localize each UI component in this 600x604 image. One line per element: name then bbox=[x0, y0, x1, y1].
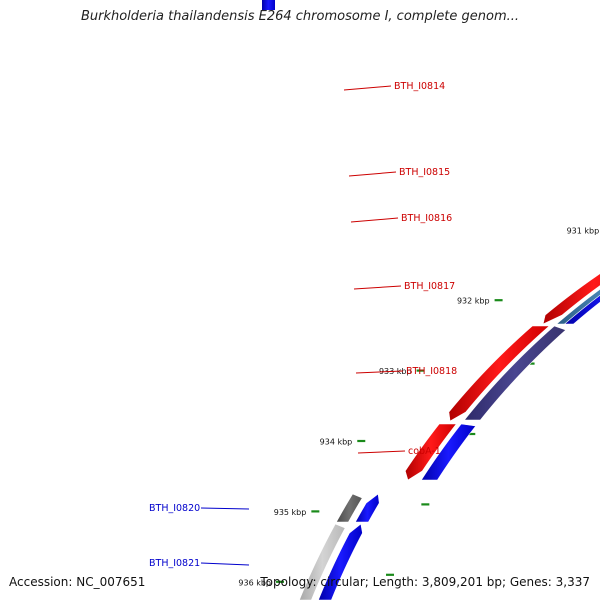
genome-summary-text: Topology: circular; Length: 3,809,201 bp… bbox=[260, 575, 590, 589]
gene-label[interactable]: BTH_I0817 bbox=[404, 281, 455, 292]
gene-feature-cobA-1[interactable] bbox=[404, 423, 457, 481]
gene-label-leader bbox=[353, 285, 402, 290]
kbp-tick-label: 935 kbp bbox=[274, 508, 307, 517]
cds-feature-bth-i0817-b[interactable] bbox=[563, 255, 600, 325]
kbp-tick-label: 932 kbp bbox=[457, 297, 490, 306]
map-title: Burkholderia thailandensis E264 chromoso… bbox=[80, 9, 520, 24]
cds-feature-bth-i0820[interactable] bbox=[335, 493, 363, 523]
gene-feature-bth-i0820[interactable] bbox=[354, 493, 380, 523]
gene-label[interactable]: BTH_I0814 bbox=[394, 81, 445, 92]
kbp-tick-label: 931 kbp bbox=[567, 226, 600, 235]
gene-feature-partial-top[interactable] bbox=[262, 0, 275, 10]
gene-label-leader bbox=[348, 171, 397, 177]
gene-label[interactable]: BTH_I0821 bbox=[149, 558, 200, 569]
cds-feature-bth-i0818[interactable] bbox=[463, 325, 567, 421]
gene-label-leader bbox=[200, 507, 250, 510]
gene-label[interactable]: BTH_I0820 bbox=[149, 503, 200, 514]
gene-label-leader bbox=[357, 450, 406, 454]
accession-text: Accession: NC_007651 bbox=[9, 575, 146, 589]
gene-label-leader bbox=[350, 217, 399, 223]
cds-feature-cobA-1[interactable] bbox=[420, 423, 477, 481]
gene-feature-bth-i0817[interactable] bbox=[542, 256, 600, 325]
gene-label-leader bbox=[343, 85, 392, 91]
cds-feature-bth-i0817[interactable] bbox=[555, 255, 600, 325]
kbp-tick-label: 934 kbp bbox=[320, 438, 353, 447]
gene-label[interactable]: BTH_I0815 bbox=[399, 167, 450, 178]
gene-feature-bth-i0818[interactable] bbox=[448, 325, 551, 422]
gene-label[interactable]: BTH_I0818 bbox=[406, 366, 457, 377]
gene-label-leader bbox=[200, 562, 250, 566]
kbp-tick-label: 936 kbp bbox=[238, 578, 271, 587]
gene-label[interactable]: BTH_I0816 bbox=[401, 213, 452, 224]
gene-label[interactable]: cobA-1 bbox=[408, 446, 441, 457]
gene-label-leader bbox=[355, 370, 404, 374]
